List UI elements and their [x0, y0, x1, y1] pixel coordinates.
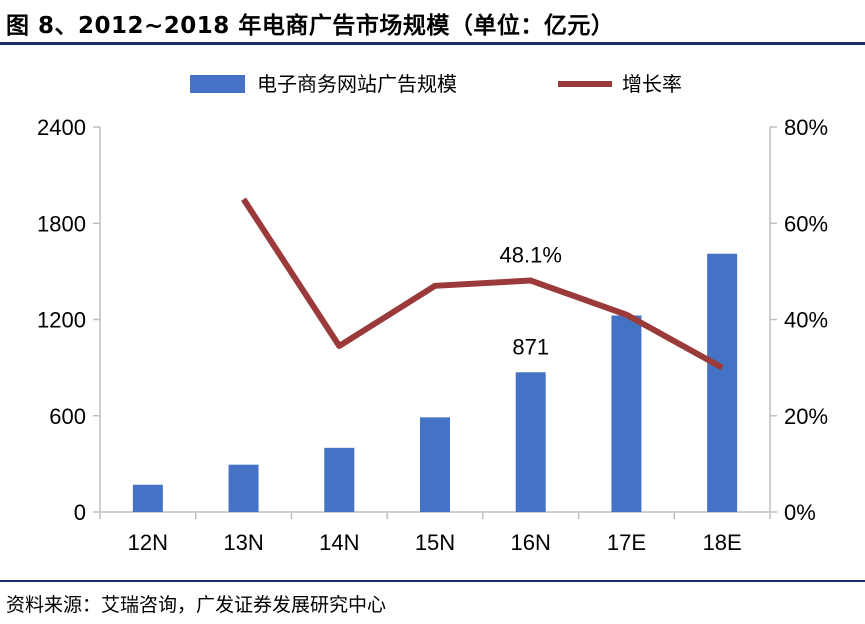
x-tick-label: 14N [319, 530, 359, 555]
x-tick-label: 16N [511, 530, 551, 555]
bar [324, 447, 355, 512]
y-left-tick-label: 0 [74, 500, 86, 525]
legend-line-label: 增长率 [622, 72, 682, 96]
x-tick-label: 18E [703, 530, 742, 555]
bar [420, 417, 450, 512]
y-left-tick-label: 1200 [37, 308, 86, 333]
legend-bar-swatch [190, 75, 245, 93]
x-tick-label: 17E [607, 530, 646, 555]
y-right-tick-label: 20% [784, 404, 828, 429]
bar-data-label: 871 [512, 334, 549, 359]
figure-title: 图 8、2012~2018 年电商广告市场规模（单位：亿元） [6, 13, 615, 39]
title-rule [0, 42, 865, 45]
bar [707, 253, 738, 512]
legend-bar-label: 电子商务网站广告规模 [257, 72, 457, 96]
footer-rule [0, 580, 865, 582]
bar [611, 315, 642, 512]
y-right-tick-label: 40% [784, 308, 828, 333]
x-tick-label: 15N [415, 530, 455, 555]
bar [228, 464, 259, 512]
bar [515, 372, 546, 512]
x-tick-label: 13N [223, 530, 263, 555]
source-note: 资料来源：艾瑞咨询，广发证券发展研究中心 [6, 594, 387, 616]
y-right-tick-label: 80% [784, 115, 828, 140]
y-right-tick-label: 0% [784, 500, 816, 525]
y-left-tick-label: 2400 [37, 115, 86, 140]
bar [132, 484, 163, 512]
y-left-tick-label: 600 [49, 404, 86, 429]
y-right-tick-label: 60% [784, 211, 828, 236]
legend: 电子商务网站广告规模 增长率 [190, 72, 682, 96]
line-data-label: 48.1% [500, 243, 562, 268]
x-tick-label: 12N [128, 530, 168, 555]
growth-rate-line [241, 197, 724, 371]
y-left-tick-label: 1800 [37, 211, 86, 236]
combo-chart: 电子商务网站广告规模 增长率 0 600 1200 1800 2400 0% 20% 40% 6… [37, 72, 828, 555]
